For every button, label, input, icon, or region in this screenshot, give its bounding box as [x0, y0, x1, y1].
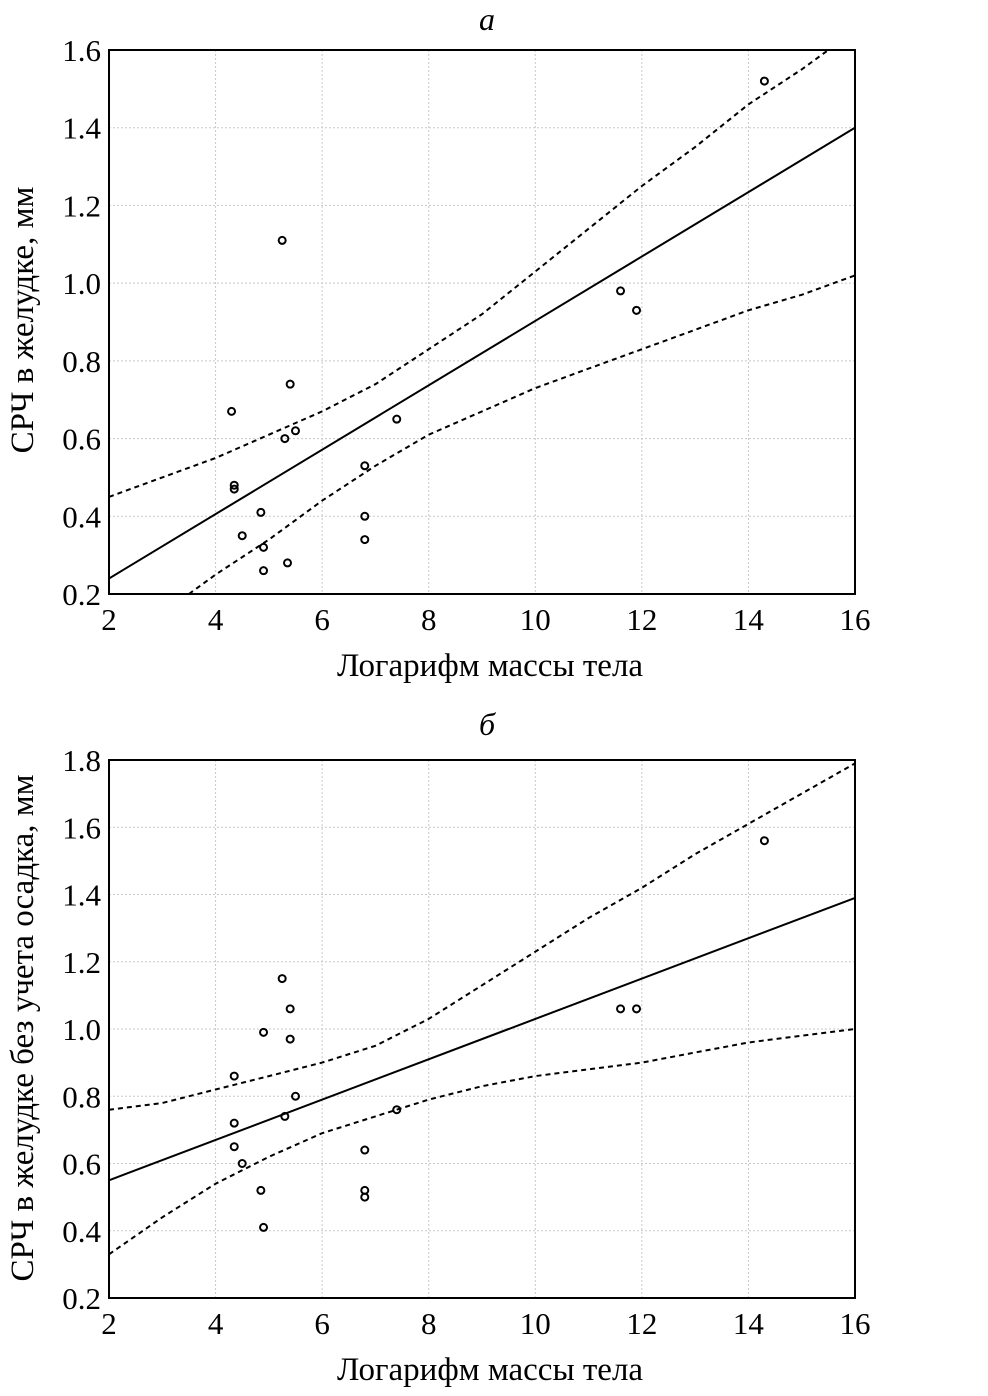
data-point [360, 511, 370, 521]
data-point [285, 1034, 295, 1044]
data-point [360, 461, 370, 471]
chart-panel-a: а 2 4 6 8 10 12 14 16 0.2 0.4 0.6 0.8 1.0 1.2 1.4 1.6 Л… [5, 1, 871, 684]
x-tick-label: 14 [733, 1306, 765, 1341]
regression-line [109, 126, 855, 580]
data-point [280, 1111, 290, 1121]
data-point [360, 1192, 370, 1202]
chart-panel-b: б 2 4 6 8 10 12 14 16 0.2 0.4 0.6 0.8 1.0 1.2 1.4 1.6 1.… [5, 706, 871, 1388]
tick-labels: 2 4 6 8 10 12 14 16 0.2 0.4 0.6 0.8 1.0 1.2 1.4 1.6 [62, 33, 870, 637]
data-point [229, 484, 239, 494]
confidence-band-upper [109, 762, 855, 1111]
y-axis-title: СРЧ в желудке без учета осадка, мм [5, 774, 41, 1281]
y-tick-label: 0.4 [62, 499, 101, 534]
x-tick-label: 14 [733, 602, 765, 637]
data-point [259, 566, 269, 576]
y-tick-label: 1.4 [62, 878, 101, 913]
y-tick-label: 0.2 [62, 1281, 101, 1316]
data-point [259, 542, 269, 552]
data-point [237, 531, 247, 541]
x-tick-label: 2 [101, 1306, 117, 1341]
x-axis-title: Логарифм массы тела [337, 1352, 643, 1388]
tick-labels: 2 4 6 8 10 12 14 16 0.2 0.4 0.6 0.8 1.0 1.2 1.4 1.6 1.8 [62, 743, 870, 1341]
plot-area-frame [108, 49, 856, 595]
y-tick-label: 1.6 [62, 33, 101, 68]
x-tick-label: 4 [208, 602, 224, 637]
data-point [285, 379, 295, 389]
grid [109, 50, 855, 594]
data-point [291, 1091, 300, 1101]
curves [109, 762, 855, 1256]
y-axis-title: СРЧ в желудке, мм [5, 187, 41, 454]
y-tick-label: 0.2 [62, 577, 101, 612]
x-tick-label: 6 [314, 1306, 330, 1341]
y-tick-label: 0.6 [62, 1147, 101, 1182]
data-point [632, 1004, 642, 1014]
data-point [229, 1071, 239, 1081]
data-point [285, 1004, 295, 1014]
data-point [283, 558, 293, 568]
x-tick-label: 4 [208, 1306, 224, 1341]
data-point [632, 305, 642, 315]
data-point [256, 1185, 266, 1195]
y-tick-label: 0.4 [62, 1214, 101, 1249]
panel-label: а [479, 1, 495, 37]
data-point [259, 1027, 269, 1037]
x-tick-label: 8 [421, 602, 437, 637]
data-points [229, 836, 769, 1232]
regression-line [109, 896, 855, 1182]
y-tick-label: 1.2 [62, 188, 101, 223]
y-tick-label: 1.0 [62, 266, 101, 301]
data-point [360, 1145, 370, 1155]
data-point [256, 507, 266, 517]
data-point [227, 406, 237, 416]
plot-area-frame [108, 759, 856, 1299]
curves [109, 50, 855, 594]
x-tick-label: 12 [626, 1306, 657, 1341]
y-tick-label: 0.8 [62, 344, 101, 379]
data-point [277, 235, 287, 245]
x-tick-label: 2 [101, 602, 117, 637]
data-point [277, 974, 287, 984]
x-tick-label: 6 [314, 602, 330, 637]
data-points [227, 76, 769, 576]
data-point [237, 1159, 247, 1168]
confidence-band-lower [109, 1028, 855, 1256]
y-tick-label: 1.0 [62, 1012, 101, 1047]
x-tick-label: 12 [626, 602, 657, 637]
data-point [392, 414, 402, 424]
data-point [229, 1118, 239, 1128]
data-point [360, 535, 370, 545]
x-tick-label: 10 [520, 602, 551, 637]
data-point [229, 480, 239, 490]
data-point [291, 426, 300, 436]
data-point [229, 1142, 239, 1152]
y-tick-label: 0.8 [62, 1079, 101, 1114]
panel-label: б [479, 706, 496, 742]
y-tick-label: 0.6 [62, 422, 101, 457]
x-tick-label: 10 [520, 1306, 551, 1341]
y-tick-label: 1.8 [62, 743, 101, 778]
data-point [616, 1004, 626, 1014]
data-point [759, 76, 769, 86]
x-axis-title: Логарифм массы тела [337, 648, 643, 684]
y-tick-label: 1.4 [62, 111, 101, 146]
data-point [259, 1222, 269, 1232]
data-point [392, 1105, 402, 1115]
data-point [759, 836, 769, 846]
grid [109, 760, 855, 1298]
y-tick-label: 1.6 [62, 810, 101, 845]
x-tick-label: 16 [840, 602, 871, 637]
confidence-band-lower [188, 274, 855, 594]
confidence-band-upper [109, 50, 831, 498]
x-tick-label: 8 [421, 1306, 437, 1341]
data-point [616, 286, 626, 296]
x-tick-label: 16 [840, 1306, 871, 1341]
data-point [280, 434, 290, 444]
y-tick-label: 1.2 [62, 945, 101, 980]
